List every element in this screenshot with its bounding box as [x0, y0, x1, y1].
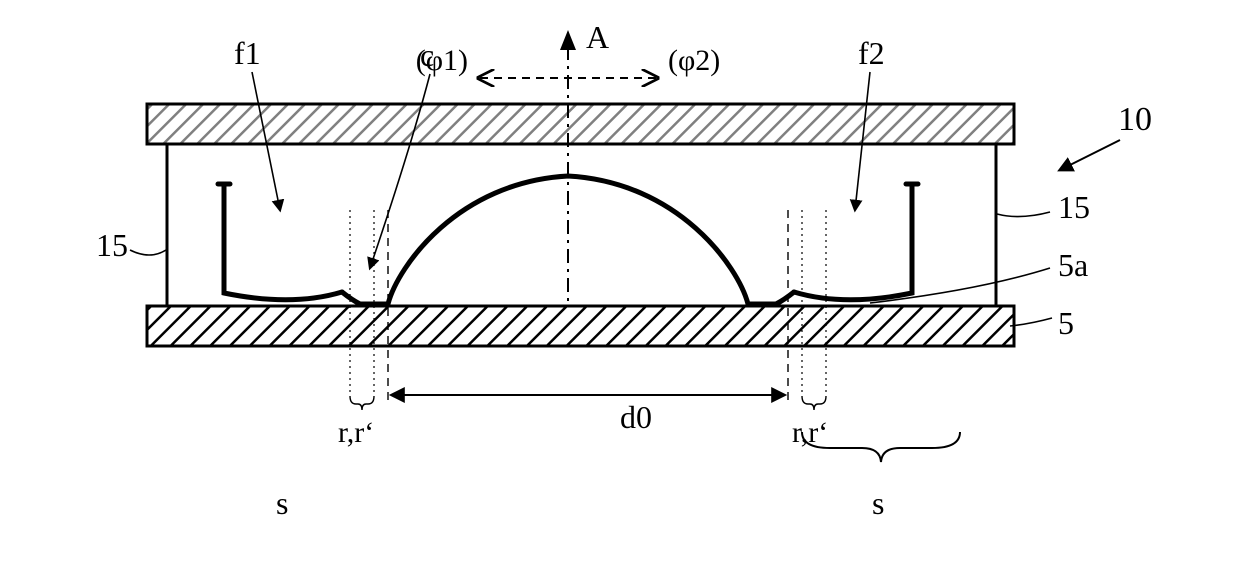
label-f1: f1: [234, 35, 261, 71]
bottom-plate: [147, 306, 1014, 346]
top-plate: [147, 104, 1014, 144]
label-r-left: r,r‘: [338, 416, 374, 449]
label-5a: 5a: [1058, 247, 1088, 283]
right-dip: [776, 292, 794, 304]
leader-5: [1010, 318, 1052, 326]
label-5: 5: [1058, 305, 1074, 341]
left-bracket: [227, 183, 335, 297]
diagram-root: A (φ1) (φ2) f1 c f2 10 15 15 5a 5 d0 r,r…: [0, 0, 1240, 587]
label-15-left: 15: [96, 227, 128, 263]
r-brace-right: [802, 396, 826, 410]
label-f2: f2: [858, 35, 885, 71]
left-piece: [224, 184, 342, 300]
axis-a-arrow: [560, 30, 576, 50]
label-phi2: (φ2): [668, 44, 720, 77]
label-s-right: s: [872, 485, 884, 521]
label-10: 10: [1118, 101, 1152, 138]
label-15-right: 15: [1058, 189, 1090, 225]
left-dip: [342, 292, 360, 304]
label-d0: d0: [620, 399, 652, 435]
leader-15-left: [130, 250, 166, 255]
label-s-left: s: [276, 485, 288, 521]
label-c: c: [420, 37, 434, 73]
right-piece: [794, 184, 912, 300]
leader-15-right: [997, 212, 1050, 217]
r-brace-left: [350, 396, 374, 410]
label-A: A: [586, 19, 609, 55]
label-r-right: r,r‘: [792, 416, 828, 449]
leader-10: [1060, 140, 1120, 170]
